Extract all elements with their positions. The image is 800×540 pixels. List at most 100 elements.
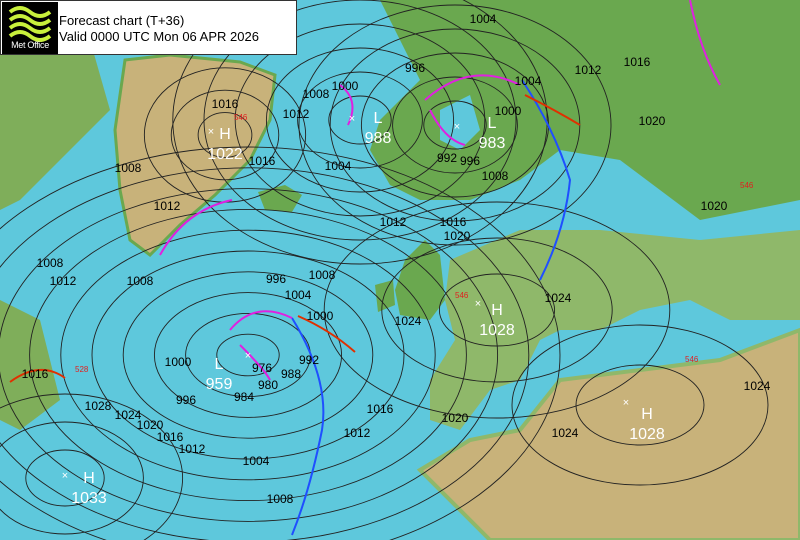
centre-pressure: 983 xyxy=(479,135,506,152)
centre-type: L xyxy=(215,356,224,373)
thickness-label: 546 xyxy=(740,181,754,190)
isobar-label: 988 xyxy=(281,367,301,381)
isobar xyxy=(25,449,105,507)
isobar xyxy=(0,167,530,540)
isobar xyxy=(575,364,705,446)
centre-type: H xyxy=(491,302,503,319)
isobar-label: 1000 xyxy=(307,309,334,323)
isobar-label: 1024 xyxy=(552,426,579,440)
isobar xyxy=(423,100,487,150)
isobar xyxy=(234,23,486,217)
logo-text: Met Office xyxy=(11,40,49,50)
isobar-label: 1016 xyxy=(440,215,467,229)
centre-pressure: 1028 xyxy=(629,426,665,443)
isobar xyxy=(170,89,280,181)
europe xyxy=(430,230,800,430)
warm-front xyxy=(9,369,66,383)
warm-front xyxy=(297,315,356,353)
centre-pressure: 1022 xyxy=(207,146,243,163)
centre-pressure: 959 xyxy=(206,376,233,393)
isobar-label: 1008 xyxy=(267,492,294,506)
isobar xyxy=(392,76,518,174)
thickness-label: 546 xyxy=(234,113,248,122)
isobar xyxy=(438,273,556,347)
thickness-labels: 546 546 546 528 546 xyxy=(75,113,754,374)
isobar xyxy=(0,421,144,535)
isobar xyxy=(323,201,671,419)
isobar-label: 992 xyxy=(437,151,457,165)
cold-front xyxy=(291,317,325,536)
isobar xyxy=(60,229,436,481)
isobar-label: 1024 xyxy=(545,291,572,305)
cold-front xyxy=(521,79,572,281)
valid-time: Valid 0000 UTC Mon 06 APR 2026 xyxy=(59,29,259,44)
isobar-label: 1016 xyxy=(212,97,239,111)
isobar-label: 1012 xyxy=(380,215,407,229)
isobar-label: 1020 xyxy=(444,229,471,243)
centre-type: H xyxy=(641,406,653,423)
isobar-label: 984 xyxy=(234,390,254,404)
isobar-label: 1024 xyxy=(395,314,422,328)
isobar-label: 1012 xyxy=(283,107,310,121)
isobar-label: 1016 xyxy=(157,430,184,444)
isobar-label: 1008 xyxy=(303,87,330,101)
isobar-label: 1008 xyxy=(127,274,154,288)
isobar-label: 1016 xyxy=(624,55,651,69)
isobar xyxy=(511,324,769,486)
isobar-label: 1008 xyxy=(482,169,509,183)
isobar-label: 1012 xyxy=(344,426,371,440)
centre-type: H xyxy=(219,126,231,143)
canada xyxy=(0,20,110,210)
isobar-label: 1016 xyxy=(367,402,394,416)
isobar-label: 1020 xyxy=(137,418,164,432)
warm-front xyxy=(524,94,581,126)
isobar-label: 1000 xyxy=(495,104,522,118)
centre-pressure: 1028 xyxy=(479,322,515,339)
isobar-label: 976 xyxy=(252,361,272,375)
isobar xyxy=(122,271,374,439)
occluded-front xyxy=(339,0,721,126)
isobar xyxy=(203,0,517,241)
isobar-label: 996 xyxy=(460,154,480,168)
isobar-label: 996 xyxy=(266,272,286,286)
occluded-front xyxy=(159,199,233,256)
centre-cross-icon: × xyxy=(62,470,68,482)
isobar-label: 1020 xyxy=(639,114,666,128)
pressure-centres: × L 988 × L 983 × H 1022 × L 959 × H 1028 × H 1028 × H 1033 xyxy=(62,110,665,507)
isobar xyxy=(298,4,612,246)
isobar xyxy=(0,188,498,522)
isobar-label: 1012 xyxy=(575,63,602,77)
thickness-label: 528 xyxy=(75,365,89,374)
isobar-label: 1000 xyxy=(165,355,192,369)
isobar-label: 1004 xyxy=(470,12,497,26)
isobar-label: 1008 xyxy=(37,256,64,270)
isobar-label: 1004 xyxy=(325,159,352,173)
greenland xyxy=(113,53,277,257)
occluded-front xyxy=(424,74,521,146)
scandinavia xyxy=(370,0,800,220)
isobar-label: 1004 xyxy=(243,454,270,468)
isobar-label: 1008 xyxy=(115,161,142,175)
isobar-label: 1004 xyxy=(285,288,312,302)
isobar-label: 1020 xyxy=(701,199,728,213)
centre-pressure: 1033 xyxy=(71,490,107,507)
centre-cross-icon: × xyxy=(245,350,251,362)
isobar-label: 996 xyxy=(405,61,425,75)
thickness-label: 546 xyxy=(455,291,469,300)
isobar xyxy=(0,393,184,540)
isobar xyxy=(153,292,343,418)
isobar-label: 1020 xyxy=(442,411,469,425)
isobars xyxy=(0,0,769,540)
centre-type: L xyxy=(374,110,383,127)
thickness-label: 546 xyxy=(685,355,699,364)
isobar-label: 1012 xyxy=(50,274,77,288)
isobar-label: 1028 xyxy=(85,399,112,413)
isobar-label: 1012 xyxy=(179,442,206,456)
isobar-label: 980 xyxy=(258,378,278,392)
isobar-label: 1016 xyxy=(22,367,49,381)
isobar xyxy=(297,71,423,169)
isobar xyxy=(29,208,467,502)
